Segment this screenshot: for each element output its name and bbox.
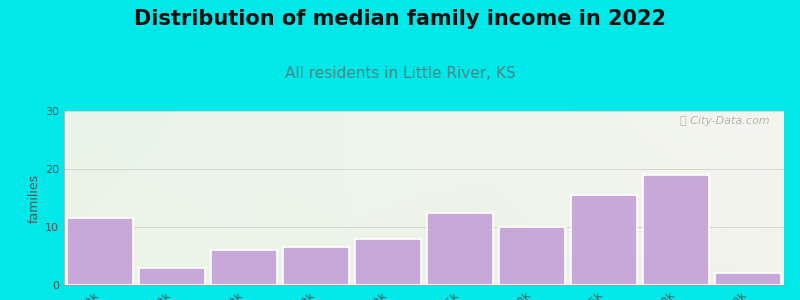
Bar — [499, 227, 565, 285]
Bar — [643, 175, 709, 285]
Bar — [355, 238, 421, 285]
Bar — [571, 195, 637, 285]
Text: ⓘ City-Data.com: ⓘ City-Data.com — [680, 116, 770, 126]
Bar — [211, 250, 277, 285]
Bar — [283, 247, 349, 285]
Text: Distribution of median family income in 2022: Distribution of median family income in … — [134, 9, 666, 29]
Bar — [427, 212, 493, 285]
Y-axis label: families: families — [28, 173, 41, 223]
Bar — [715, 273, 781, 285]
Text: All residents in Little River, KS: All residents in Little River, KS — [285, 66, 515, 81]
Bar — [139, 268, 205, 285]
Bar — [67, 218, 133, 285]
